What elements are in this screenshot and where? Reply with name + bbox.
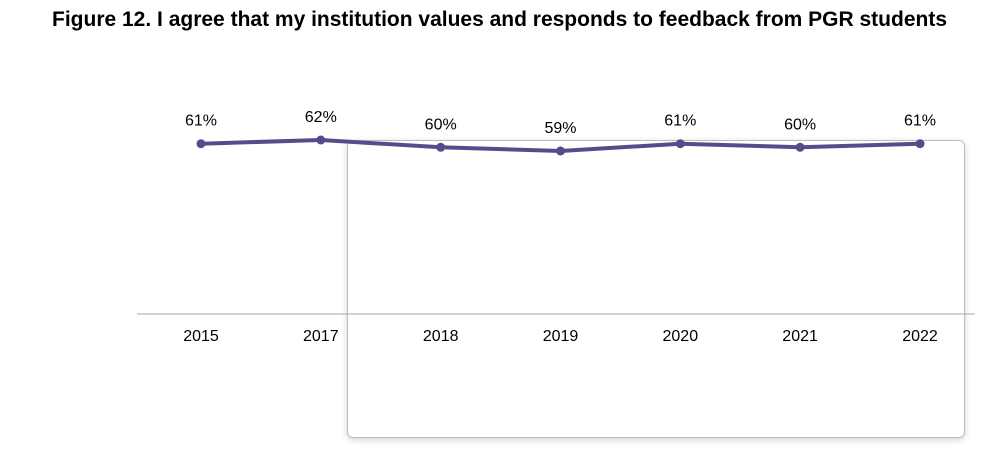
data-points (196, 135, 925, 156)
x-tick-label: 2017 (303, 328, 339, 345)
data-point (915, 139, 925, 149)
data-point (795, 142, 805, 152)
x-tick-label: 2019 (543, 328, 579, 345)
data-point (675, 139, 685, 149)
x-tick-label: 2020 (663, 328, 699, 345)
data-label: 60% (784, 116, 816, 133)
data-label: 60% (425, 116, 457, 133)
data-point (436, 142, 446, 152)
x-tick-label: 2018 (423, 328, 459, 345)
data-label: 62% (305, 109, 337, 126)
x-tick-label: 2021 (782, 328, 818, 345)
data-point (316, 135, 326, 145)
data-point (196, 139, 206, 149)
data-point (556, 146, 565, 156)
data-label: 61% (664, 113, 696, 130)
data-label: 61% (185, 113, 217, 130)
x-tick-label: 2022 (902, 328, 938, 345)
x-tick-label: 2015 (183, 328, 219, 345)
data-label: 59% (544, 120, 576, 137)
overlay-panel (347, 140, 965, 438)
x-tick-labels: 2015 2017 2018 2019 2020 2021 2022 (183, 328, 938, 345)
data-labels: 61% 62% 60% 59% 61% 60% 61% (185, 109, 936, 137)
chart-title: Figure 12. I agree that my institution v… (52, 8, 948, 31)
data-label: 61% (904, 113, 936, 130)
